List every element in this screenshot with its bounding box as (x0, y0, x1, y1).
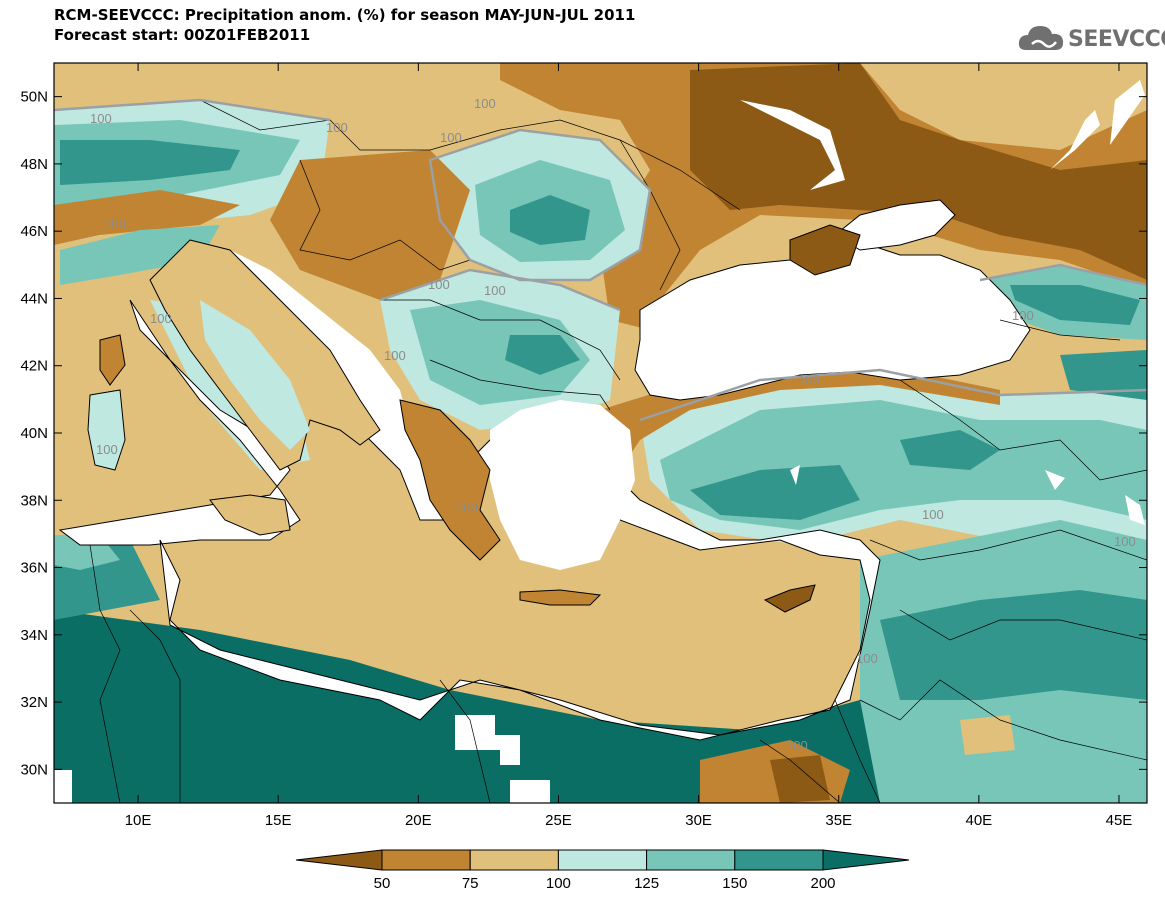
contour-label: 100 (326, 120, 348, 135)
lat-tick-label: 32N (20, 694, 48, 711)
lat-tick-label: 30N (20, 761, 48, 778)
cloud-icon (1018, 26, 1064, 50)
greece-land (399, 399, 501, 561)
lon-tick-label: 10E (125, 812, 152, 829)
colorbar-label: 100 (546, 875, 571, 892)
colorbar: 50 75 100 125 150 200 (295, 849, 910, 892)
contour-label: 100 (456, 500, 478, 515)
contour-label: 100 (104, 216, 126, 231)
contour-label: 100 (428, 277, 450, 292)
contour-label: 100 (786, 738, 808, 753)
sardinia-land (87, 389, 126, 471)
lat-tick-label: 50N (20, 89, 48, 106)
missing-data-patch (455, 715, 520, 765)
lon-tick-label: 15E (265, 812, 292, 829)
wet-strip-italy-north (60, 225, 220, 285)
contour-label: 100 (1114, 534, 1136, 549)
wettest-region-caucasus (1010, 285, 1140, 325)
colorbar-box (646, 849, 736, 871)
aegean-sea (490, 400, 635, 570)
contour-label: 100 (384, 348, 406, 363)
contour-lines (54, 98, 1147, 422)
contour-label: 100 (474, 96, 496, 111)
missing-data-patch-3 (54, 770, 72, 803)
colorbar-label: 150 (722, 875, 747, 892)
lat-tick-label: 44N (20, 290, 48, 307)
cyprus-land (763, 584, 816, 613)
wettest-region-turkey-east (900, 430, 1000, 470)
wetter-region-middle-east (880, 590, 1147, 700)
contour-label: 100 (96, 442, 118, 457)
latitude-axis: 50N 48N 46N 44N 42N 40N 38N 36N 34N 32N 30N (20, 89, 1147, 778)
wettest-region-bulgaria (505, 335, 580, 375)
wet-region-north-africa (54, 610, 880, 803)
lon-tick-label: 25E (545, 812, 572, 829)
country-borders (89, 99, 1147, 803)
sicily-land (209, 494, 291, 536)
missing-data-streak (740, 80, 1145, 190)
lat-tick-label: 42N (20, 358, 48, 375)
contour-label: 100 (798, 372, 820, 387)
contour-label: 100 (440, 130, 462, 145)
lat-tick-label: 36N (20, 560, 48, 577)
lon-tick-label: 40E (965, 812, 992, 829)
colorbar-label: 200 (810, 875, 835, 892)
missing-data-patch-4 (790, 465, 1145, 525)
colorbar-box (734, 849, 824, 871)
dry-region-hungary (270, 150, 470, 300)
sea-of-azov (834, 199, 956, 251)
italy-wet-strip (200, 300, 310, 450)
wettest-region-romania (510, 195, 590, 245)
wet-region-georgia (1060, 350, 1147, 400)
forecast-start: Forecast start: 00Z01FEB2011 (54, 26, 311, 44)
contour-label: 100 (90, 111, 112, 126)
logo-text: SEEVCCC (1068, 27, 1165, 52)
colorbar-low-extension (295, 849, 383, 871)
crete-land (519, 589, 602, 606)
dry-patch-iraq (960, 715, 1015, 755)
lon-tick-label: 20E (405, 812, 432, 829)
wetter-region-balkans (410, 300, 590, 405)
colorbar-label: 125 (634, 875, 659, 892)
colorbar-label: 50 (374, 875, 391, 892)
moderate-region-russia-north (860, 63, 1147, 150)
lat-tick-label: 48N (20, 156, 48, 173)
lon-tick-label: 35E (825, 812, 852, 829)
colorbar-box (557, 849, 648, 871)
colorbar-label: 75 (462, 875, 479, 892)
colorbar-box (381, 849, 471, 871)
map-plot-area: 100 100 100 100 100 100 100 100 100 100 … (54, 63, 1147, 803)
lat-tick-label: 40N (20, 425, 48, 442)
lat-tick-label: 38N (20, 492, 48, 509)
contour-labels: 100 100 100 100 100 100 100 100 100 100 … (90, 96, 1136, 753)
missing-data-patch-2 (510, 780, 550, 803)
lon-tick-label: 30E (685, 812, 712, 829)
wettest-region-turkey (690, 465, 860, 520)
contour-label: 100 (1012, 308, 1034, 323)
longitude-axis: 10E 15E 20E 25E 30E 35E 40E 45E (125, 63, 1133, 829)
lat-tick-label: 46N (20, 223, 48, 240)
contour-label: 100 (150, 311, 172, 326)
lon-tick-label: 45E (1106, 812, 1133, 829)
colorbar-high-extension (822, 849, 910, 871)
corsica-land (99, 334, 126, 386)
dry-strip-po (54, 190, 240, 245)
colorbar-box (469, 849, 559, 871)
chart-title: RCM-SEEVCCC: Precipitation anom. (%) for… (54, 6, 636, 24)
crimea-land (789, 224, 861, 276)
very-dry-region-sinai (770, 755, 830, 803)
lat-tick-label: 34N (20, 627, 48, 644)
seevccc-logo: SEEVCCC (1018, 22, 1165, 58)
contour-label: 100 (922, 507, 944, 522)
wettest-region-alps (60, 140, 240, 185)
contour-label: 100 (856, 651, 878, 666)
contour-label: 100 (484, 283, 506, 298)
